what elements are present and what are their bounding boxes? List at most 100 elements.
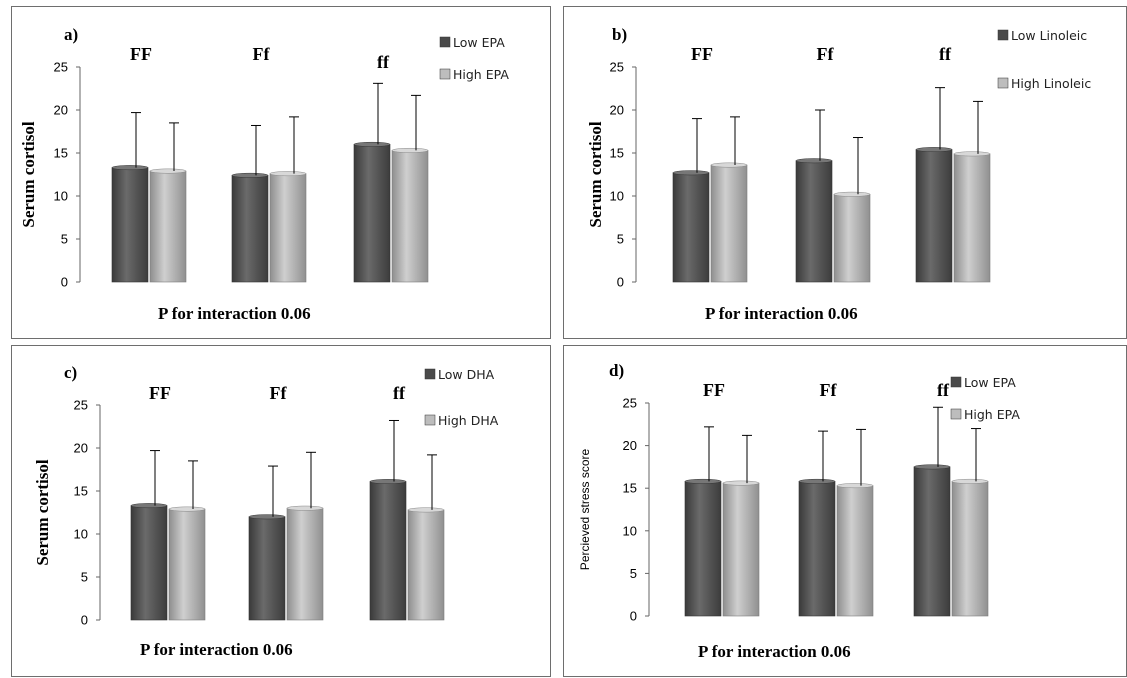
panel-d: d) 0 5 10 15 20 25 Percieved stress score FF Ff ff… [563, 345, 1127, 677]
bar-top [149, 168, 187, 174]
panel-label: a) [64, 25, 78, 44]
group-label: Ff [253, 44, 271, 64]
legend-label: Low Linoleic [1011, 28, 1087, 43]
interaction-note: P for interaction 0.06 [705, 304, 858, 323]
y-tick-label: 15 [610, 146, 624, 161]
bar-top [672, 170, 710, 176]
panel-a: a) 0 5 10 15 20 25 Serum cortisol FF Ff ff Low EPA H… [11, 6, 551, 339]
y-tick-label: 0 [61, 275, 68, 290]
bar [953, 153, 991, 283]
group-label: FF [703, 380, 725, 400]
bar [248, 516, 286, 621]
y-tick-label: 10 [623, 523, 637, 538]
y-tick-label: 15 [74, 484, 88, 499]
bar [795, 160, 833, 283]
group-label: FF [130, 44, 152, 64]
bar-top [231, 172, 269, 178]
bar-top [833, 191, 871, 197]
legend-label: High Linoleic [1011, 76, 1091, 91]
y-axis-label: Percieved stress score [578, 448, 592, 570]
y-axis-label: Serum cortisol [33, 459, 52, 566]
y-tick-label: 5 [81, 570, 88, 585]
bar-top [913, 464, 951, 470]
legend-label: Low EPA [453, 35, 505, 50]
y-tick-label: 10 [54, 189, 68, 204]
panel-label: b) [612, 25, 627, 44]
group-label: FF [149, 383, 171, 403]
bar [407, 509, 445, 621]
bar-top [407, 507, 445, 513]
bar-top [722, 480, 760, 486]
bar-top [369, 479, 407, 484]
group-label: ff [377, 52, 390, 72]
bar [369, 481, 407, 621]
group-label: Ff [270, 383, 288, 403]
group-label: Ff [820, 380, 838, 400]
y-tick-label: 15 [54, 146, 68, 161]
y-tick-label: 5 [61, 232, 68, 247]
legend-swatch [950, 376, 962, 388]
bar-top [391, 147, 429, 153]
bar-top [836, 483, 874, 489]
bar [269, 173, 307, 283]
interaction-note: P for interaction 0.06 [140, 640, 293, 659]
bar-top [710, 162, 748, 168]
bar [672, 172, 710, 283]
bar [130, 505, 168, 621]
y-tick-label: 20 [623, 438, 637, 453]
y-tick-label: 10 [74, 527, 88, 542]
bar [353, 144, 391, 283]
y-tick-label: 20 [54, 103, 68, 118]
bar [710, 164, 748, 283]
legend-swatch [439, 36, 451, 48]
group-label: ff [393, 383, 406, 403]
legend-swatch [424, 414, 436, 426]
chart-b-svg: b) 0 5 10 15 20 25 Serum cortisol FF Ff ff Low Lino… [586, 25, 1091, 323]
bar [111, 167, 149, 283]
legend-label: High EPA [964, 407, 1020, 422]
group-label: ff [939, 44, 952, 64]
bar-top [951, 478, 989, 484]
bar [833, 193, 871, 283]
y-tick-label: 25 [623, 396, 637, 411]
y-tick-label: 0 [81, 613, 88, 628]
chart-d-svg: d) 0 5 10 15 20 25 Percieved stress score FF Ff ff… [578, 361, 1020, 661]
chart-c-svg: c) 0 5 10 15 20 25 Serum cortisol FF Ff ff Low DHA H… [33, 363, 499, 659]
legend-label: High EPA [453, 67, 509, 82]
legend-label: Low EPA [964, 375, 1016, 390]
y-axis-label: Serum cortisol [586, 121, 605, 228]
bar-top [798, 478, 836, 484]
y-axis-label: Serum cortisol [19, 121, 38, 228]
panel-label: c) [64, 363, 77, 382]
bar [722, 482, 760, 617]
y-tick-label: 5 [630, 566, 637, 581]
y-tick-label: 25 [74, 398, 88, 413]
bar-top [915, 147, 953, 153]
y-tick-label: 20 [74, 441, 88, 456]
y-tick-label: 0 [630, 609, 637, 624]
legend-label: Low DHA [438, 367, 495, 382]
y-tick-label: 25 [54, 60, 68, 75]
interaction-note: P for interaction 0.06 [698, 642, 851, 661]
bar [915, 149, 953, 283]
bar-top [353, 141, 391, 147]
panel-c: c) 0 5 10 15 20 25 Serum cortisol FF Ff ff Low DHA H… [11, 345, 551, 677]
legend-swatch [439, 68, 451, 80]
group-label: Ff [817, 44, 835, 64]
bar-top [684, 478, 722, 484]
bar-top [269, 171, 307, 177]
y-tick-label: 15 [623, 481, 637, 496]
bar [684, 481, 722, 617]
bar-top [248, 514, 286, 520]
y-tick-label: 10 [610, 189, 624, 204]
bar-top [111, 165, 149, 171]
y-tick-label: 5 [617, 232, 624, 247]
bar [391, 150, 429, 283]
panel-b: b) 0 5 10 15 20 25 Serum cortisol FF Ff ff Low Lino… [563, 6, 1127, 339]
legend-label: High DHA [438, 413, 499, 428]
bar-top [953, 151, 991, 157]
bar-top [286, 505, 324, 511]
bar [149, 170, 187, 283]
group-label: ff [937, 380, 950, 400]
bar [951, 481, 989, 617]
